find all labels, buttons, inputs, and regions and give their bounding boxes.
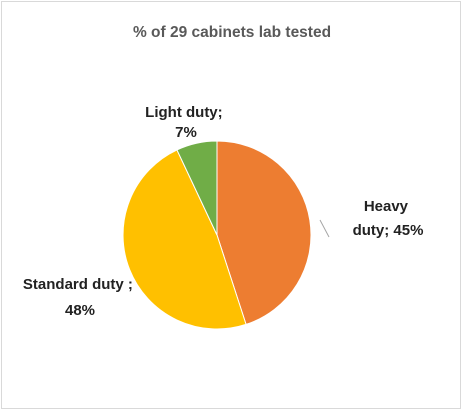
- pie-slice-heavy-duty: [216, 140, 312, 326]
- label-standard-duty: Standard duty ; 48%: [23, 276, 137, 319]
- pie-slice-light-duty: [176, 140, 218, 236]
- label-standard-duty-line2: 48%: [65, 302, 95, 319]
- pie-slices: [122, 140, 312, 330]
- label-heavy-duty-line1: Heavy: [364, 198, 409, 215]
- pie-slice-standard-duty: [122, 149, 247, 330]
- heavy-duty-leader-line: [319, 219, 330, 238]
- label-light-duty-line1: Light duty;: [145, 104, 222, 121]
- label-heavy-duty: Heavy duty; 45%: [353, 198, 424, 239]
- label-light-duty-line2: 7%: [175, 124, 197, 141]
- label-light-duty: Light duty; 7%: [145, 104, 227, 141]
- chart-title: % of 29 cabinets lab tested: [133, 24, 331, 41]
- label-standard-duty-line1: Standard duty ;: [23, 276, 133, 293]
- label-heavy-duty-line2: duty; 45%: [353, 222, 424, 239]
